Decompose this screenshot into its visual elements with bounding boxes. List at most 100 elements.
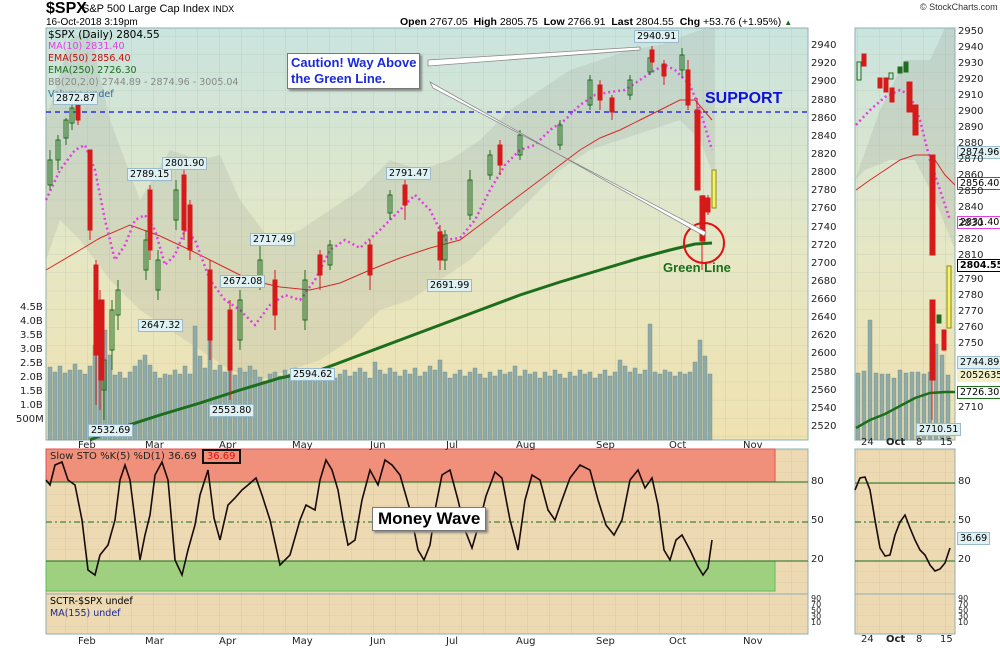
sctr-panel <box>45 593 956 635</box>
legend-ema50: EMA(50) 2856.40 <box>48 53 131 64</box>
y-tick: 2850 <box>958 186 984 197</box>
x-tick: 24 <box>861 437 874 448</box>
x-tick: Feb <box>78 440 96 451</box>
x-tick: Nov <box>743 440 763 451</box>
y-tick: 2870 <box>958 154 984 165</box>
x-tick: Jul <box>446 636 459 647</box>
money-wave-callout: Money Wave <box>372 507 487 531</box>
y-tick: 2780 <box>958 290 984 301</box>
support-label: SUPPORT <box>705 90 783 107</box>
axis-tag-ema50: 2856.40 <box>957 177 1000 190</box>
y-tick: 2720 <box>811 240 837 251</box>
price-tag: 2872.87 <box>53 92 99 105</box>
price-tag: 2710.51 <box>916 423 962 436</box>
sctr-tick: 90 <box>811 594 822 603</box>
y-tick: 2810 <box>958 250 984 261</box>
y-tick: 2840 <box>958 202 984 213</box>
x-tick: 15 <box>940 634 953 645</box>
y-tick: 2880 <box>958 138 984 149</box>
last-candle <box>711 169 717 209</box>
price-tag: 2647.32 <box>138 319 184 332</box>
axis-tag-volume: 2052635 <box>957 369 1000 382</box>
y-tick: 2660 <box>811 294 837 305</box>
sctr-tick: 70 <box>958 600 969 609</box>
y-tick: 2830 <box>958 218 984 229</box>
x-tick: Jul <box>446 440 459 451</box>
open-label: Open <box>400 16 427 28</box>
sctr-tick: 50 <box>811 606 822 615</box>
axis-tag-ema250: 2726.30 <box>957 386 1000 399</box>
y-tick: 2860 <box>811 113 837 124</box>
axis-tag-sto: 36.69 <box>957 532 991 545</box>
high-value: 2805.75 <box>499 16 538 28</box>
y-tick: 2860 <box>958 170 984 181</box>
green-line-highlight-circle <box>683 222 725 264</box>
y-tick: 2750 <box>958 338 984 349</box>
legend-ma10: MA(10) 2831.40 <box>48 41 125 52</box>
price-tag: 2532.69 <box>88 424 134 437</box>
y-tick: 2940 <box>958 42 984 53</box>
vol-tick: 2.0B <box>20 372 43 383</box>
sctr-tick: 70 <box>811 600 822 609</box>
y-tick: 2950 <box>958 26 984 37</box>
y-tick: 2880 <box>811 95 837 106</box>
axis-tag-ma10: 2831.40 <box>957 216 1000 229</box>
y-tick: 2760 <box>811 203 837 214</box>
sctr-legend: SCTR-$SPX undef MA(155) undef <box>50 596 133 620</box>
y-tick: 2560 <box>811 385 837 396</box>
legend-ema250: EMA(250) 2726.30 <box>48 65 137 76</box>
candlesticks <box>47 46 717 420</box>
y-tick: 2700 <box>811 258 837 269</box>
axis-tag-bb-low: 2744.89 <box>957 356 1000 369</box>
vol-tick: 3.0B <box>20 344 43 355</box>
y-tick: 2710 <box>958 402 984 413</box>
sctr-tick: 90 <box>958 594 969 603</box>
y-tick: 2920 <box>811 58 837 69</box>
y-tick: 2910 <box>958 90 984 101</box>
legend-sctr: SCTR-$SPX undef <box>50 596 133 607</box>
green-line-label: Green Line <box>663 260 731 275</box>
x-tick: 8 <box>916 437 923 448</box>
sto-tick: 50 <box>958 515 971 526</box>
y-tick: 2540 <box>811 403 837 414</box>
sctr-tick: 30 <box>811 612 822 621</box>
caution-line1: Caution! Way Above <box>291 55 417 70</box>
y-tick: 2760 <box>958 322 984 333</box>
copyright: © StockCharts.com <box>920 2 998 12</box>
vol-tick: 1.0B <box>20 400 43 411</box>
sto-line <box>45 458 713 578</box>
sctr-tick: 30 <box>958 612 969 621</box>
x-tick: Apr <box>219 440 237 451</box>
exchange: INDX <box>212 4 235 14</box>
ohlc-bar: Open 2767.05 High 2805.75 Low 2766.91 La… <box>400 16 792 28</box>
sto-legend: Slow STO %K(5) %D(1) 36.69 36.69 <box>50 449 241 464</box>
price-legend: $SPX (Daily) 2804.55 MA(10) 2831.40 EMA(… <box>48 29 238 101</box>
price-tag: 2791.47 <box>386 167 432 180</box>
sto-zoom-panel <box>854 448 956 595</box>
x-tick: Oct <box>886 437 906 448</box>
axis-tag-bb-mid: 2874.96 <box>957 146 1000 159</box>
last-value: 2804.55 <box>635 16 674 28</box>
y-tick: 2920 <box>958 74 984 85</box>
price-tag: 2717.49 <box>250 233 296 246</box>
price-tag: 2672.08 <box>220 275 266 288</box>
y-tick: 2820 <box>811 149 837 160</box>
y-tick: 2820 <box>958 234 984 245</box>
high-label: High <box>473 16 497 28</box>
y-tick: 2780 <box>811 185 837 196</box>
low-value: 2766.91 <box>567 16 606 28</box>
ma10-line <box>44 63 714 327</box>
y-tick: 2770 <box>958 306 984 317</box>
vol-tick: 1.5B <box>20 386 43 397</box>
volume-bars <box>47 321 713 441</box>
legend-sto-value: 36.69 <box>201 449 241 464</box>
chart-datetime: 16-Oct-2018 3:19pm <box>46 17 138 28</box>
y-tick: 2940 <box>811 40 837 51</box>
y-tick: 2900 <box>811 76 837 87</box>
caution-pointer-2 <box>427 46 641 67</box>
y-tick: 2620 <box>811 330 837 341</box>
x-tick: Mar <box>145 440 164 451</box>
vol-tick: 500M <box>16 414 44 425</box>
x-tick: Feb <box>78 636 96 647</box>
